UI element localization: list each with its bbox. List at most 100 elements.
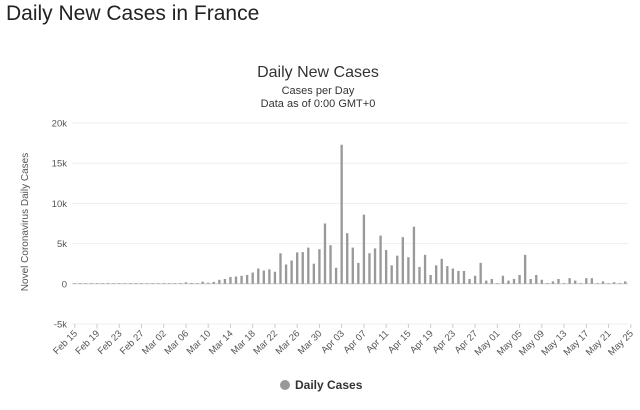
bar[interactable] (195, 283, 199, 284)
bar[interactable] (435, 265, 438, 284)
bar[interactable] (612, 282, 616, 284)
bar[interactable] (290, 260, 293, 284)
bar[interactable] (73, 283, 76, 284)
bar[interactable] (462, 270, 466, 284)
bar[interactable] (418, 266, 421, 284)
bar[interactable] (118, 283, 121, 284)
bar[interactable] (551, 281, 555, 284)
bar[interactable] (596, 283, 599, 284)
bar[interactable] (134, 283, 138, 284)
bar[interactable] (624, 281, 627, 284)
bar[interactable] (318, 249, 321, 284)
bar[interactable] (407, 257, 410, 284)
bar[interactable] (457, 270, 460, 284)
bar[interactable] (485, 280, 488, 284)
bar[interactable] (329, 245, 332, 284)
bar[interactable] (590, 278, 594, 284)
bar[interactable] (279, 253, 282, 284)
bar[interactable] (340, 144, 343, 284)
bar[interactable] (151, 283, 154, 284)
bar[interactable] (140, 283, 143, 284)
bar[interactable] (490, 278, 493, 284)
bar[interactable] (296, 252, 299, 284)
bar[interactable] (379, 235, 382, 284)
bar[interactable] (190, 282, 193, 284)
bar[interactable] (451, 268, 455, 284)
bar[interactable] (162, 283, 165, 284)
bar[interactable] (557, 278, 560, 284)
bar[interactable] (157, 283, 160, 284)
bar[interactable] (123, 283, 126, 284)
bar[interactable] (468, 278, 471, 284)
bar[interactable] (240, 275, 243, 284)
legend-item-daily-cases[interactable]: Daily Cases (280, 378, 363, 392)
bar[interactable] (234, 276, 238, 284)
bar[interactable] (535, 274, 538, 284)
bar[interactable] (273, 271, 277, 284)
bar[interactable] (307, 247, 310, 284)
bar[interactable] (440, 258, 443, 284)
bar[interactable] (368, 253, 371, 284)
bar[interactable] (129, 283, 132, 284)
bar[interactable] (518, 274, 521, 284)
bar[interactable] (401, 237, 404, 284)
bar[interactable] (218, 279, 221, 284)
bar[interactable] (284, 264, 288, 284)
bar[interactable] (607, 283, 610, 284)
bar[interactable] (207, 282, 210, 284)
bar[interactable] (112, 283, 115, 284)
bar[interactable] (257, 268, 260, 284)
bar[interactable] (184, 282, 188, 284)
bar[interactable] (529, 278, 532, 284)
bar[interactable] (479, 262, 482, 284)
bar[interactable] (351, 247, 354, 284)
bar[interactable] (540, 279, 543, 284)
bar[interactable] (334, 267, 338, 284)
bar[interactable] (512, 278, 516, 284)
bar[interactable] (473, 275, 477, 284)
bar[interactable] (412, 226, 416, 284)
bar[interactable] (346, 233, 349, 284)
bar[interactable] (179, 283, 182, 284)
bar[interactable] (373, 248, 377, 284)
bar[interactable] (601, 281, 605, 284)
bar[interactable] (362, 214, 366, 284)
bar[interactable] (496, 283, 499, 284)
bar[interactable] (523, 254, 527, 284)
bar[interactable] (546, 283, 549, 284)
bar[interactable] (212, 281, 215, 284)
bar[interactable] (446, 266, 449, 284)
bar[interactable] (301, 252, 304, 284)
bar[interactable] (323, 223, 327, 284)
bar[interactable] (507, 280, 510, 284)
bar[interactable] (618, 283, 621, 284)
bar[interactable] (101, 283, 104, 284)
bar[interactable] (568, 278, 571, 284)
bar[interactable] (106, 283, 110, 284)
bar[interactable] (95, 283, 99, 284)
bar[interactable] (268, 269, 271, 284)
bar[interactable] (357, 262, 360, 284)
bar[interactable] (562, 283, 566, 284)
bar[interactable] (90, 283, 93, 284)
bar[interactable] (579, 283, 582, 284)
bar[interactable] (145, 283, 149, 284)
bar[interactable] (390, 265, 393, 284)
bar[interactable] (201, 281, 204, 284)
bar[interactable] (384, 250, 388, 284)
bar[interactable] (79, 283, 82, 284)
bar[interactable] (84, 283, 88, 284)
bar[interactable] (251, 272, 254, 284)
bar[interactable] (423, 254, 427, 284)
bar[interactable] (501, 275, 505, 284)
bar[interactable] (585, 278, 588, 284)
bar[interactable] (262, 270, 265, 284)
bar[interactable] (574, 280, 577, 284)
bar[interactable] (168, 283, 171, 284)
bar[interactable] (173, 283, 177, 284)
bar[interactable] (429, 274, 432, 284)
bar[interactable] (245, 274, 249, 284)
bar[interactable] (312, 263, 316, 284)
bar[interactable] (229, 276, 232, 284)
bar[interactable] (396, 255, 399, 284)
